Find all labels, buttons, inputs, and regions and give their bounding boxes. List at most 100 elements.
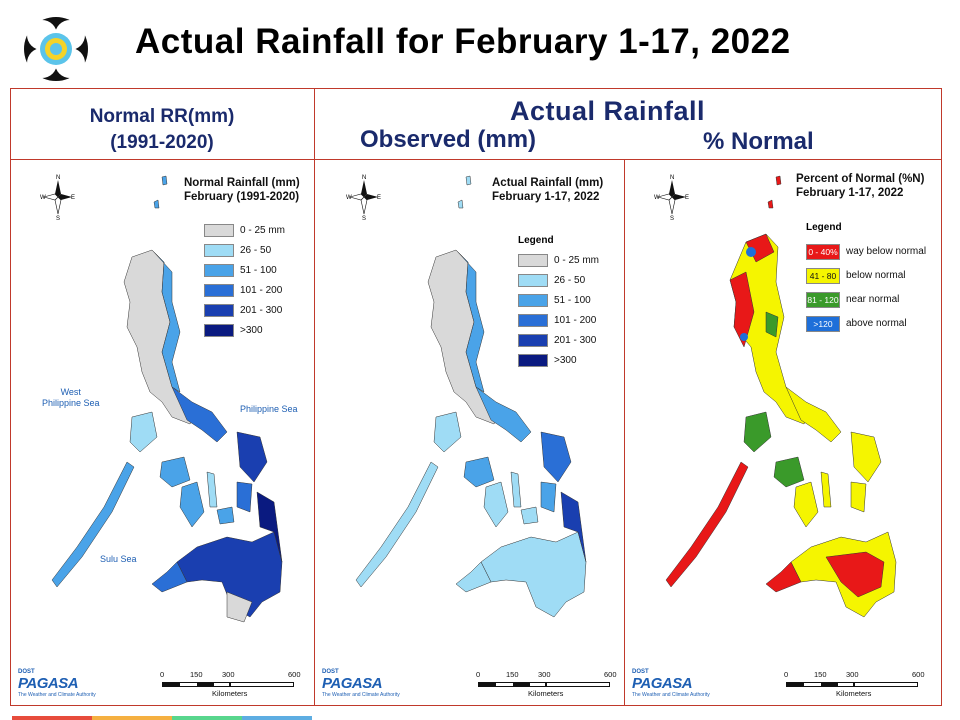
legend-swatch (518, 334, 548, 347)
panay-region (773, 456, 805, 488)
normal-rainfall-map: Normal Rainfall (mm) February (1991-2020… (12, 162, 313, 704)
mindanao-east (256, 491, 283, 563)
sulu-sea-label: Sulu Sea (100, 554, 137, 564)
bicol-region (785, 386, 842, 443)
samar-region (850, 431, 882, 483)
compass-rose-icon: N S W E (346, 175, 381, 220)
svg-text:N: N (670, 175, 674, 181)
philippine-sea-label: Philippine Sea (240, 404, 298, 414)
legend-swatch: >120 (806, 316, 840, 332)
observed-header: Observed (mm) (360, 126, 537, 153)
luzon-east-coast (455, 249, 485, 393)
observed-rainfall-map: Actual Rainfall (mm) February 1-17, 2022… (316, 162, 623, 704)
batanes-islands (457, 175, 472, 209)
legend-swatch: 41 - 80 (806, 268, 840, 284)
legend-swatch (204, 244, 234, 257)
normal-header: Normal RR(mm) (1991-2020) (10, 104, 314, 156)
above-normal-spot (746, 247, 756, 257)
leyte-region (236, 481, 253, 513)
legend-swatch (204, 264, 234, 277)
svg-text:S: S (670, 216, 674, 220)
leyte-region (540, 481, 557, 513)
bohol-region (216, 506, 235, 525)
cebu-region (510, 471, 522, 508)
luzon-green (765, 311, 779, 338)
mindanao-red (825, 551, 885, 598)
pagasa-text: PAGASA (18, 675, 79, 692)
legend-label: >300 (554, 355, 577, 366)
mindanao-region (176, 531, 283, 618)
leyte-region (850, 481, 867, 513)
scale-tick-0: 0 (160, 670, 165, 679)
observed-map-title-line2: February 1-17, 2022 (492, 191, 600, 203)
luzon-red-west (729, 271, 755, 348)
negros-region (483, 481, 509, 528)
panay-region (463, 456, 495, 488)
color-stripe (12, 716, 92, 720)
column-divider-1 (314, 88, 315, 706)
scale-tick-600: 600 (288, 670, 301, 679)
palawan-region (665, 461, 749, 588)
west-sea-line2: Philippine Sea (42, 398, 100, 408)
palawan-region (51, 461, 135, 588)
color-stripe (172, 716, 242, 720)
normal-map-title: Normal Rainfall (mm) February (1991-2020… (184, 176, 300, 204)
negros-region (179, 481, 205, 528)
legend-label: below normal (846, 270, 906, 281)
cebu-region (206, 471, 218, 508)
west-philippine-sea-label: West Philippine Sea (42, 387, 100, 409)
panay-region (159, 456, 191, 488)
compass-n: N (56, 175, 60, 181)
luzon-east-coast (151, 249, 181, 393)
legend-swatch (518, 354, 548, 367)
observed-map-title-line1: Actual Rainfall (mm) (492, 177, 604, 189)
legend-label: 101 - 200 (240, 285, 283, 296)
mindanao-east (560, 491, 587, 563)
legend-label: 26 - 50 (240, 245, 272, 256)
pagasa-branding: DOST PAGASA The Weather and Climate Auth… (632, 669, 710, 698)
mindoro-region (129, 411, 158, 453)
pagasa-tagline: The Weather and Climate Authority (18, 692, 96, 698)
legend-swatch (204, 324, 234, 337)
zamboanga-region (151, 561, 188, 593)
legend-label: 51 - 100 (554, 295, 591, 306)
bicol-region (171, 386, 228, 443)
legend-label: 0 - 25 mm (240, 225, 286, 236)
header-divider (10, 159, 942, 160)
percent-map-title: Percent of Normal (%N) February 1-17, 20… (796, 172, 924, 200)
legend-label: way below normal (846, 246, 927, 257)
palawan-region (355, 461, 439, 588)
bohol-region (520, 506, 539, 525)
west-sea-line1: West (60, 387, 81, 397)
svg-text:E: E (685, 195, 689, 201)
dost-text: DOST (18, 669, 35, 675)
normal-map-title-line2: February (1991-2020) (184, 191, 300, 203)
pagasa-branding: DOST PAGASA The Weather and Climate Auth… (18, 669, 96, 698)
south-mindanao (226, 591, 253, 623)
compass-rose-icon: N S W E (654, 175, 689, 220)
mindoro-region (433, 411, 462, 453)
legend-swatch (518, 274, 548, 287)
legend-swatch (518, 294, 548, 307)
page-title: Actual Rainfall for February 1-17, 2022 (135, 22, 791, 61)
legend-label: 26 - 50 (554, 275, 586, 286)
legend-label: 51 - 100 (240, 265, 277, 276)
compass-e: E (71, 195, 75, 201)
percent-map-title-line1: Percent of Normal (%N) (796, 173, 925, 185)
normal-map-svg (51, 175, 283, 623)
column-divider-2 (624, 159, 625, 706)
scale-unit: Kilometers (212, 689, 248, 698)
scale-tick-150: 150 (190, 670, 203, 679)
actual-rainfall-header: Actual Rainfall (510, 96, 706, 126)
svg-text:W: W (654, 195, 660, 201)
legend-swatch (518, 314, 548, 327)
normal-header-line1: Normal RR(mm) (89, 106, 235, 127)
above-normal-spot (740, 333, 748, 341)
legend-swatch (204, 284, 234, 297)
legend-label: near normal (846, 294, 900, 305)
percent-legend-title: Legend (806, 222, 842, 233)
legend-label: 201 - 300 (240, 305, 283, 316)
normal-map-title-line1: Normal Rainfall (mm) (184, 177, 300, 189)
compass-s: S (56, 216, 60, 220)
legend-swatch: 0 - 40% (806, 244, 840, 260)
